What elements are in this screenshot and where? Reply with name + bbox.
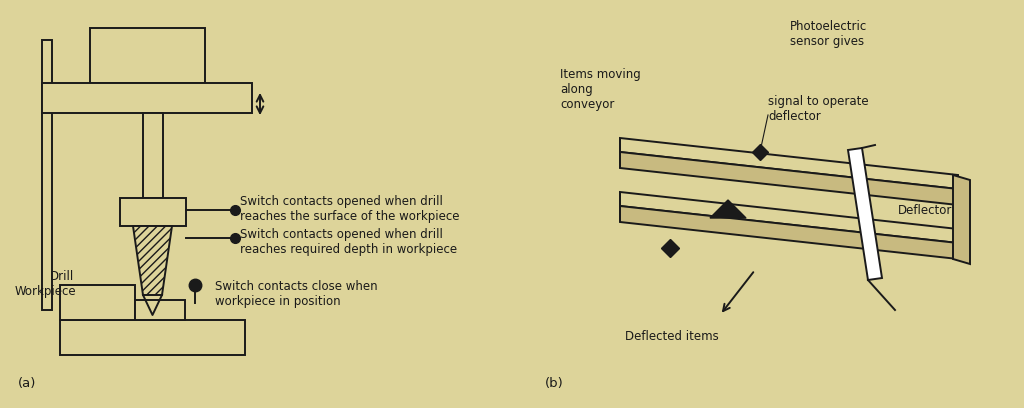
Bar — [60, 320, 245, 355]
Text: Switch contacts opened when drill
reaches required depth in workpiece: Switch contacts opened when drill reache… — [240, 228, 457, 256]
Bar — [143, 113, 163, 198]
Polygon shape — [620, 138, 958, 189]
Polygon shape — [710, 200, 746, 218]
Text: Deflected items: Deflected items — [625, 330, 719, 343]
Text: Switch contacts opened when drill
reaches the surface of the workpiece: Switch contacts opened when drill reache… — [240, 195, 460, 223]
Polygon shape — [953, 175, 970, 264]
Bar — [60, 285, 135, 320]
Bar — [90, 28, 205, 83]
Text: signal to operate
deflector: signal to operate deflector — [768, 95, 868, 123]
Text: Drill: Drill — [50, 270, 75, 283]
Text: (a): (a) — [18, 377, 37, 390]
Bar — [135, 300, 185, 320]
Text: Items moving
along
conveyor: Items moving along conveyor — [560, 68, 641, 111]
Bar — [42, 40, 52, 310]
Polygon shape — [620, 192, 958, 243]
Bar — [42, 83, 252, 113]
Polygon shape — [848, 148, 882, 280]
Text: (b): (b) — [545, 377, 564, 390]
Text: Photoelectric
sensor gives: Photoelectric sensor gives — [790, 20, 867, 48]
Text: Switch contacts close when
workpiece in position: Switch contacts close when workpiece in … — [215, 280, 378, 308]
Polygon shape — [620, 152, 958, 205]
Bar — [120, 198, 186, 226]
Polygon shape — [620, 206, 958, 259]
Text: Workpiece: Workpiece — [15, 285, 77, 298]
Polygon shape — [133, 226, 172, 295]
Text: Deflector: Deflector — [898, 204, 952, 217]
